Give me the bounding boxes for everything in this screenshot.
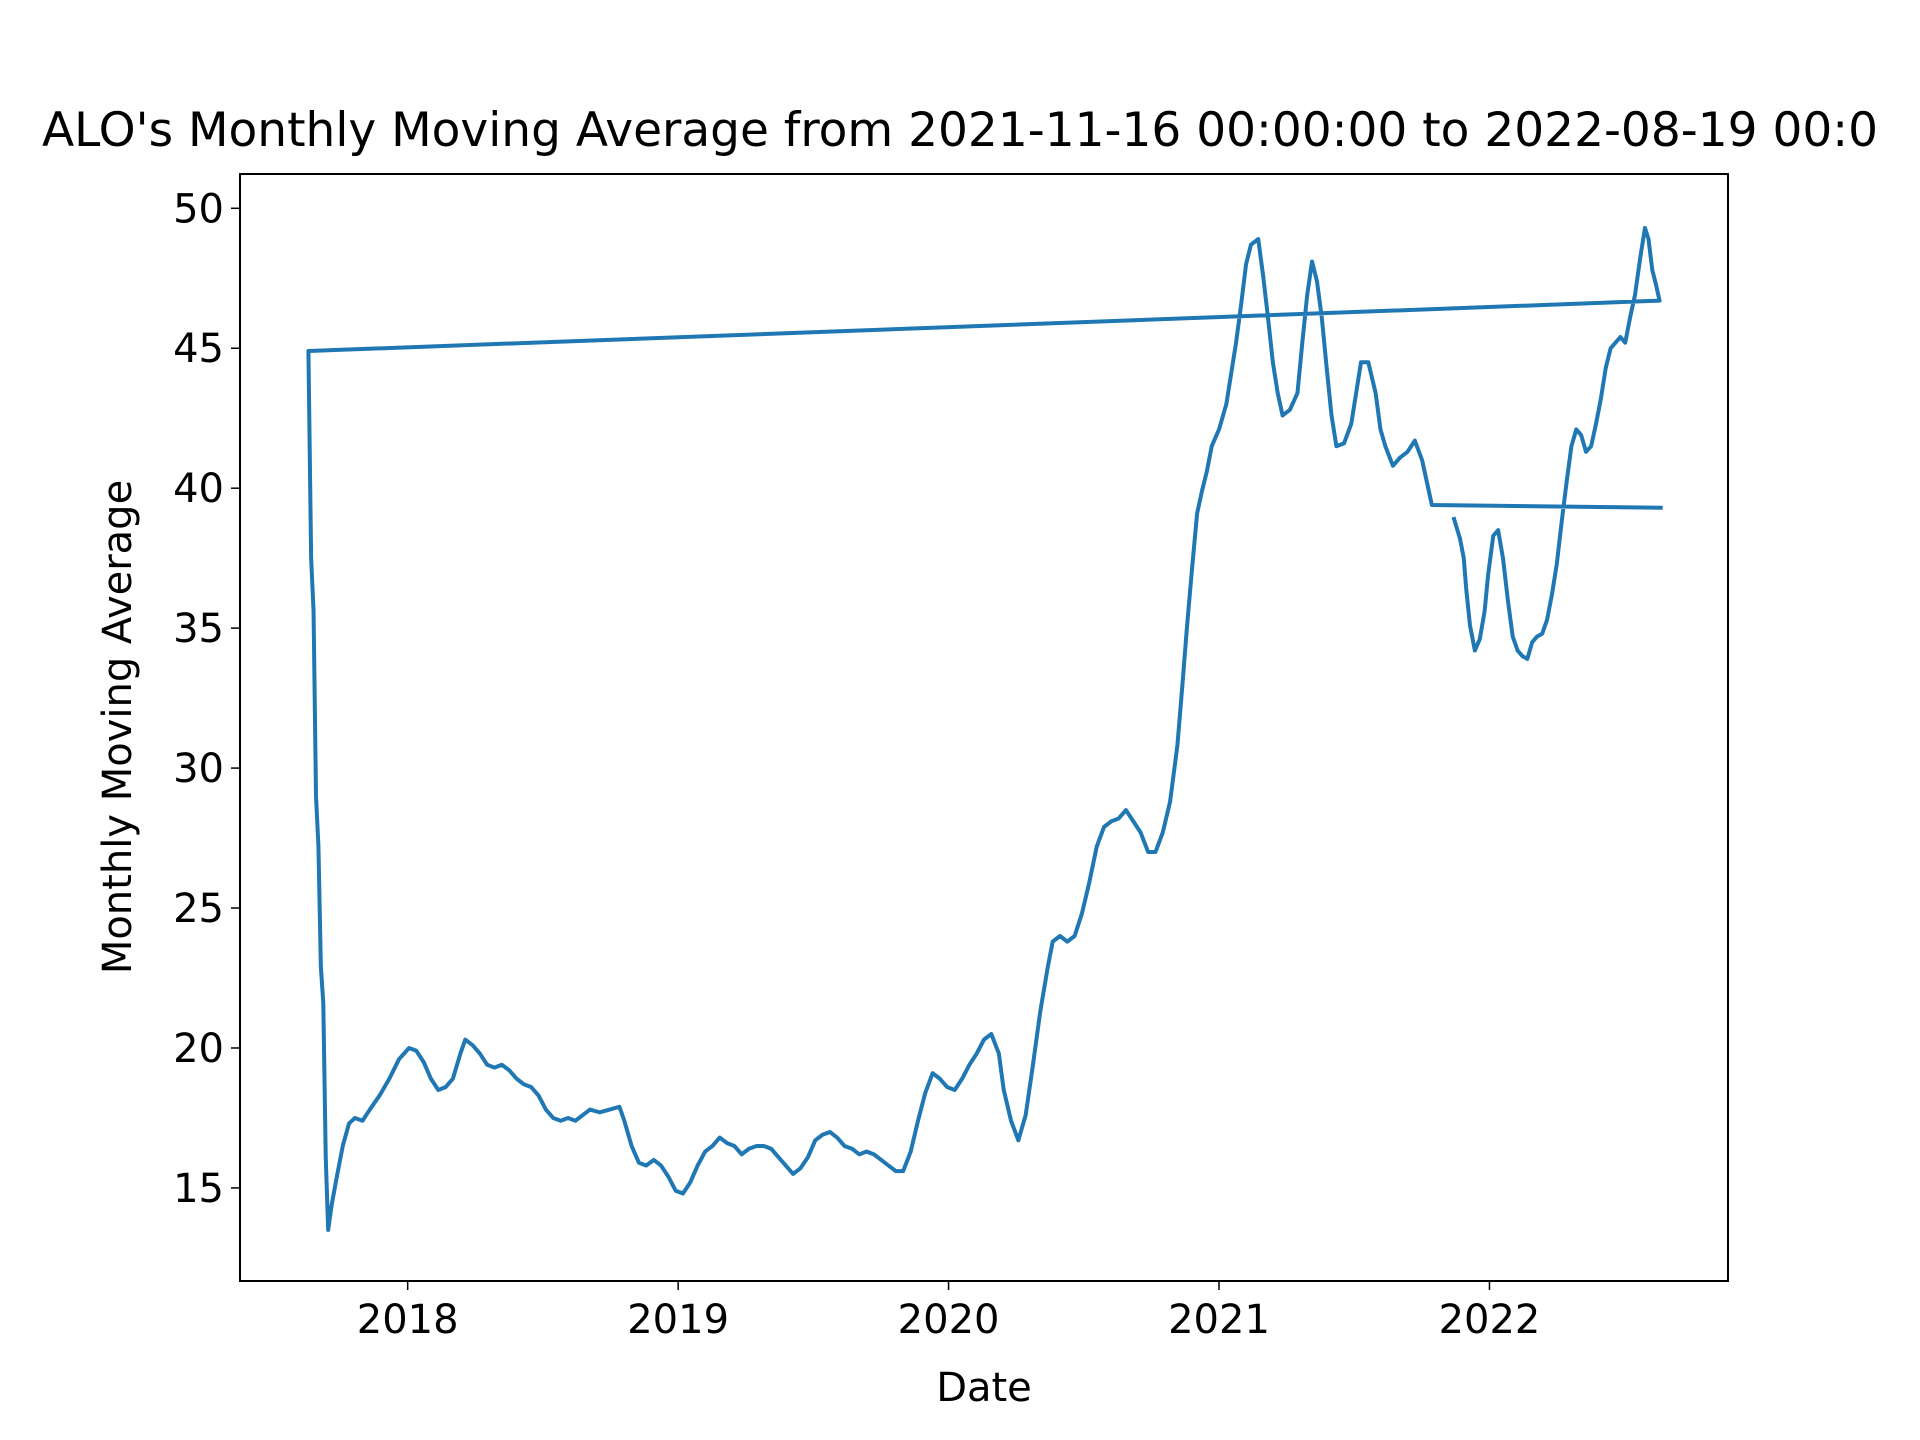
x-axis-title: Date [936, 1365, 1032, 1411]
y-tick-label: 30 [173, 746, 224, 792]
plot-frame [239, 173, 1729, 1282]
x-tick-label: 2022 [1439, 1297, 1541, 1343]
y-tick-label: 15 [173, 1166, 224, 1212]
y-tick-label: 50 [173, 186, 224, 232]
y-tick-label: 35 [173, 606, 224, 652]
y-tick-label: 45 [173, 326, 224, 372]
x-tick-label: 2018 [357, 1297, 459, 1343]
x-tick-label: 2020 [898, 1297, 1000, 1343]
x-tick-label: 2021 [1168, 1297, 1270, 1343]
data-line [306, 225, 1663, 1232]
chart-title: ALO's Monthly Moving Average from 2021-1… [42, 103, 1878, 158]
y-tick-label: 20 [173, 1026, 224, 1072]
y-tick-label: 25 [173, 886, 224, 932]
y-axis-title: Monthly Moving Average [95, 480, 141, 974]
x-tick-label: 2019 [627, 1297, 729, 1343]
y-tick-label: 40 [173, 466, 224, 512]
